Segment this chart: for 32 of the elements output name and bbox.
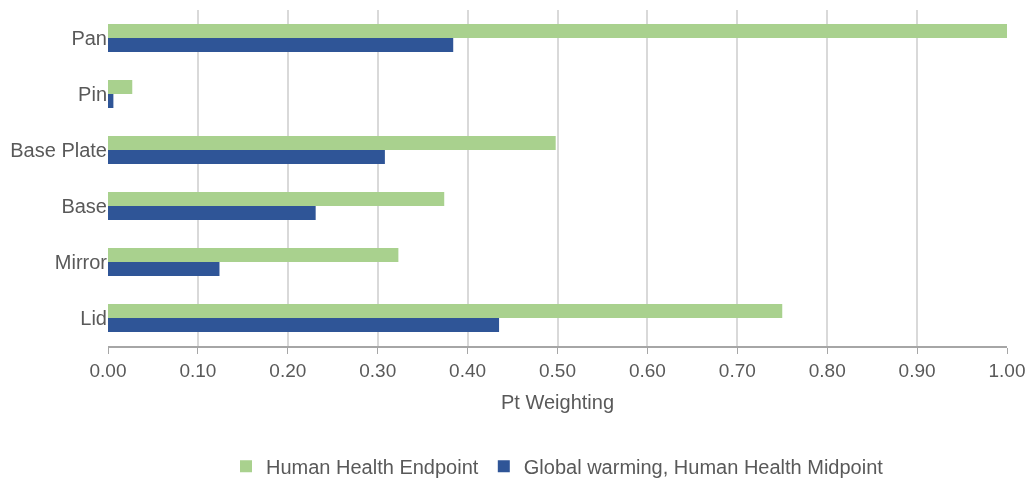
x-tick-label: 0.70 bbox=[718, 359, 756, 381]
y-tick-label: Base Plate bbox=[10, 139, 107, 161]
y-tick-label: Lid bbox=[80, 307, 107, 329]
x-tick-label: 0.20 bbox=[269, 359, 307, 381]
bar bbox=[108, 318, 500, 332]
x-tick-label: 0.40 bbox=[449, 359, 487, 381]
bar bbox=[108, 80, 133, 94]
bar bbox=[108, 38, 454, 52]
bar bbox=[108, 262, 220, 276]
bar bbox=[108, 248, 399, 262]
legend-label: Global warming, Human Health Midpoint bbox=[523, 456, 884, 479]
x-tick-label: 0.10 bbox=[179, 359, 217, 381]
x-tick-label: 0.50 bbox=[539, 359, 576, 381]
bar bbox=[108, 304, 783, 318]
x-tick-label: 0.60 bbox=[628, 359, 666, 381]
bar bbox=[108, 150, 385, 164]
y-tick-label: Mirror bbox=[54, 251, 108, 273]
y-tick-label: Base bbox=[61, 195, 107, 217]
bar bbox=[108, 192, 445, 206]
x-tick-label: 0.90 bbox=[898, 359, 936, 381]
bar bbox=[108, 206, 316, 220]
bar bbox=[108, 136, 556, 150]
x-tick-label: 0.80 bbox=[808, 359, 846, 381]
y-tick-label: Pin bbox=[78, 83, 107, 105]
x-axis-title: Pt Weighting bbox=[500, 390, 615, 413]
legend-label: Human Health Endpoint bbox=[266, 456, 479, 479]
x-tick-label: 0.00 bbox=[89, 359, 127, 381]
x-tick-label: 1.00 bbox=[988, 359, 1026, 381]
x-tick-label: 0.30 bbox=[359, 359, 397, 381]
bar bbox=[108, 24, 1007, 38]
bar bbox=[108, 94, 114, 108]
y-tick-label: Pan bbox=[71, 27, 107, 49]
